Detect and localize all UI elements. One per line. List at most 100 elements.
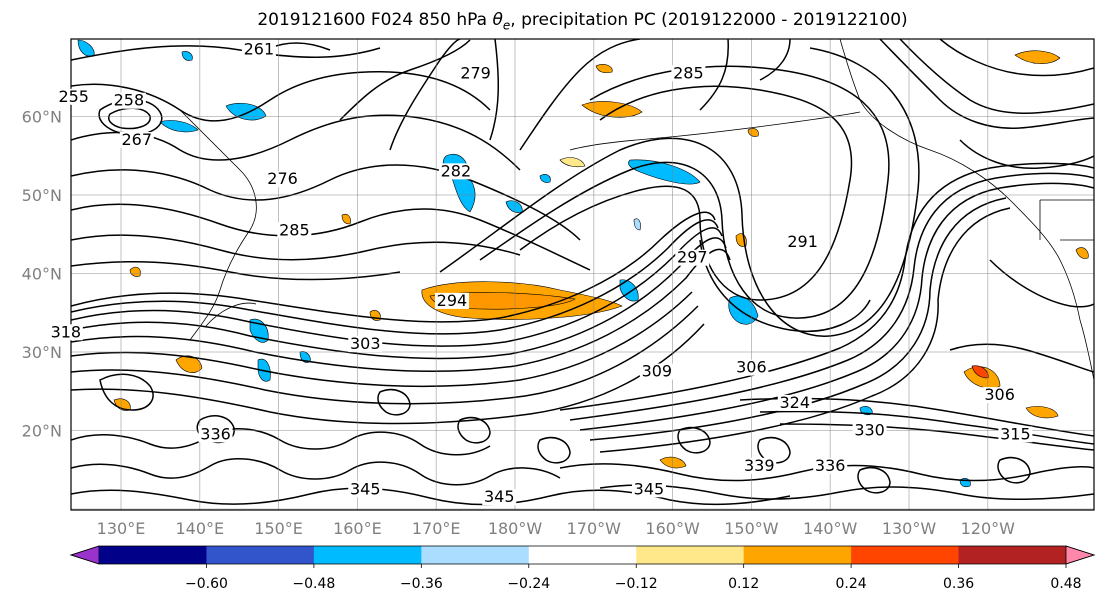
contour-label-bg bbox=[56, 88, 91, 105]
lon-tick-label: 150°E bbox=[254, 519, 303, 538]
map-frame bbox=[70, 38, 1095, 511]
contour-label-bg bbox=[852, 422, 887, 439]
colorbar-swatch bbox=[958, 546, 1067, 564]
contour-label: 279 bbox=[460, 63, 491, 82]
contour-label-bg bbox=[639, 363, 674, 380]
colorbar-tick-label: −0.48 bbox=[292, 576, 335, 592]
lon-tick-label: 150°W bbox=[724, 519, 779, 538]
contour-label: 345 bbox=[634, 479, 665, 498]
contour-label-bg bbox=[631, 481, 666, 498]
lon-tick-label: 120°W bbox=[961, 519, 1016, 538]
contour-label-bg bbox=[111, 92, 146, 109]
contour-label: 339 bbox=[744, 456, 775, 475]
colorbar-tick-label: −0.12 bbox=[615, 576, 658, 592]
figure-title: 2019121600 F024 850 hPa θe, precipitatio… bbox=[0, 10, 1105, 32]
colorbar-swatch bbox=[636, 546, 745, 564]
contour-label: 258 bbox=[114, 91, 145, 110]
contour-label-bg bbox=[813, 457, 848, 474]
contour-label: 324 bbox=[779, 393, 810, 412]
contour-label-bg bbox=[998, 426, 1033, 443]
contour-label: 345 bbox=[350, 479, 381, 498]
contour-label: 261 bbox=[244, 40, 275, 59]
contour-label-bg bbox=[434, 292, 469, 309]
title-prefix: 2019121600 F024 850 hPa bbox=[257, 10, 493, 30]
lon-tick-label: 180°W bbox=[488, 519, 543, 538]
contour-label: 306 bbox=[736, 358, 767, 377]
contour-label-bg bbox=[265, 171, 300, 188]
contour-label-bg bbox=[675, 249, 710, 266]
lon-tick-label: 170°W bbox=[567, 519, 622, 538]
contour-label-bg bbox=[348, 336, 383, 353]
colorbar-tick-label: −0.24 bbox=[507, 576, 550, 592]
contour-label: 267 bbox=[121, 130, 152, 149]
colorbar-swatch bbox=[99, 546, 207, 564]
colorbar-swatch bbox=[851, 546, 960, 564]
contour-label-bg bbox=[48, 324, 83, 341]
contour-label: 315 bbox=[1000, 424, 1031, 443]
contour-label-bg bbox=[777, 394, 812, 411]
contour-label: 285 bbox=[673, 63, 704, 82]
lat-tick-label: 50°N bbox=[22, 186, 62, 205]
contour-label-bg bbox=[348, 481, 383, 498]
title-theta-symbol: θ bbox=[492, 10, 503, 30]
colorbar-tick-label: 0.36 bbox=[943, 576, 974, 592]
contour-label: 276 bbox=[267, 169, 298, 188]
lat-tick-label: 40°N bbox=[22, 265, 62, 284]
contour-label-bg bbox=[734, 359, 769, 376]
gridlines bbox=[71, 39, 1094, 510]
contour-label: 285 bbox=[279, 220, 310, 239]
contour-label: 294 bbox=[437, 291, 468, 310]
map-panel bbox=[71, 39, 1094, 510]
contour-label-bg bbox=[785, 234, 820, 251]
lat-tick-label: 20°N bbox=[22, 422, 62, 441]
colorbar-tick-label: 0.12 bbox=[728, 576, 759, 592]
lat-tick-label: 30°N bbox=[22, 343, 62, 362]
latitude-labels: 60°N 50°N 40°N 30°N 20°N bbox=[22, 108, 62, 441]
contour-label: 297 bbox=[677, 248, 708, 267]
colorbar-swatch bbox=[206, 546, 315, 564]
contour-label: 291 bbox=[787, 232, 818, 251]
colorbar-swatch bbox=[313, 546, 422, 564]
contour-label-bg bbox=[482, 489, 517, 506]
contour-label-bg bbox=[438, 163, 473, 180]
lon-tick-label: 140°E bbox=[175, 519, 224, 538]
contour-label-bg bbox=[198, 426, 233, 443]
theta-e-contours bbox=[71, 39, 1094, 506]
colorbar-extend-low bbox=[69, 545, 100, 565]
contour-label: 336 bbox=[200, 424, 231, 443]
colorbar-tick-label: −0.60 bbox=[185, 576, 228, 592]
contour-label-bg bbox=[458, 65, 493, 82]
contour-label-bg bbox=[119, 131, 154, 148]
colorbar-outline bbox=[69, 545, 1096, 565]
contour-label-bg bbox=[277, 222, 312, 239]
colorbar-tick-label: 0.48 bbox=[1050, 576, 1081, 592]
lat-tick-label: 60°N bbox=[22, 108, 62, 127]
contour-label: 345 bbox=[484, 487, 515, 506]
lon-tick-label: 140°W bbox=[803, 519, 858, 538]
lon-tick-label: 130°E bbox=[97, 519, 146, 538]
contour-label: 303 bbox=[350, 334, 381, 353]
colorbar: −0.60 −0.48 −0.36 −0.24 −0.12 0.12 0.24 0.36 0.4… bbox=[69, 545, 1096, 592]
lon-tick-label: 130°W bbox=[882, 519, 937, 538]
colorbar-swatch bbox=[528, 546, 637, 564]
contour-label-bg bbox=[742, 457, 777, 474]
colorbar-extend-high bbox=[1065, 545, 1096, 565]
contour-label: 336 bbox=[815, 456, 846, 475]
contour-label: 255 bbox=[58, 87, 89, 106]
title-theta-subscript: e bbox=[502, 18, 511, 33]
colorbar-tick-label: 0.24 bbox=[836, 576, 867, 592]
contour-label: 282 bbox=[441, 161, 472, 180]
lon-tick-label: 160°E bbox=[333, 519, 382, 538]
colorbar-swatch bbox=[743, 546, 852, 564]
colorbar-swatch bbox=[421, 546, 530, 564]
title-suffix: , precipitation PC (2019122000 - 2019122… bbox=[510, 10, 908, 30]
lon-tick-label: 160°W bbox=[645, 519, 700, 538]
contour-label-bg bbox=[671, 65, 706, 82]
contour-labels: 261 255 258 267 276 279 282 285 285 291 297 294 303 3… bbox=[48, 40, 1033, 506]
contour-label: 318 bbox=[51, 322, 82, 341]
colorbar-tick-label: −0.36 bbox=[400, 576, 443, 592]
longitude-labels: 130°E 140°E 150°E 160°E 170°E 180°W 170°W 160°W… bbox=[97, 519, 1015, 538]
lon-tick-label: 170°E bbox=[412, 519, 461, 538]
contour-label-bg bbox=[982, 387, 1017, 404]
